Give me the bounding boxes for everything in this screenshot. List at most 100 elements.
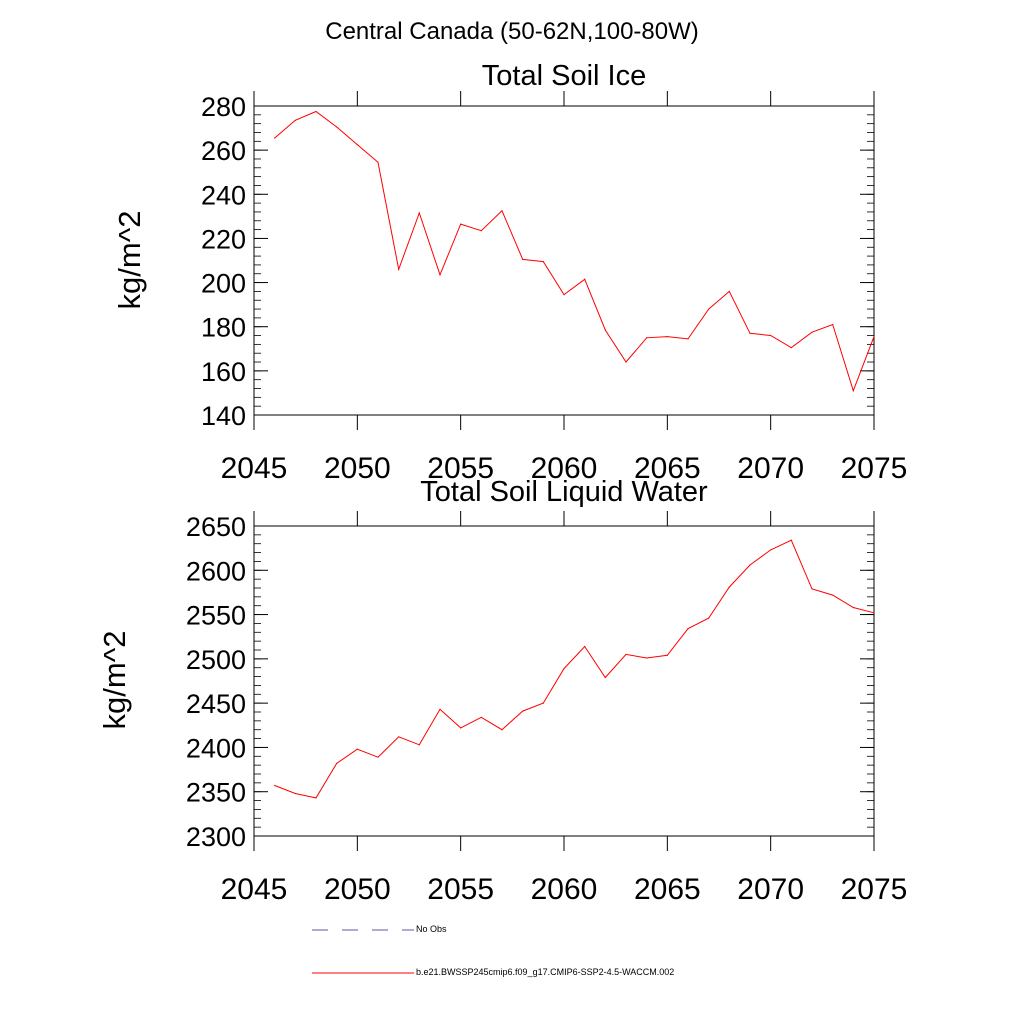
soil-ice-data-point xyxy=(336,126,338,128)
soil-liquid-water-data-point xyxy=(501,729,503,731)
soil-ice-data-point xyxy=(480,230,482,232)
soil-liquid-water-series-line xyxy=(274,539,875,799)
soil-liquid-water-data-point xyxy=(377,756,379,758)
soil-ice-data-point xyxy=(873,336,875,338)
soil-ice-xtick-label: 2075 xyxy=(841,452,908,485)
soil-ice-data-point xyxy=(563,294,565,296)
soil-liquid-water-data-point xyxy=(315,797,317,799)
soil-ice-data-point xyxy=(522,258,524,260)
soil-liquid-water-xtick-label: 2045 xyxy=(221,873,288,906)
soil-liquid-water-data-point xyxy=(356,748,358,750)
soil-liquid-water-data-point xyxy=(604,676,606,679)
panel-title-soil-liquid-water: Total Soil Liquid Water xyxy=(420,476,708,508)
soil-liquid-water-data-point xyxy=(728,586,730,588)
soil-ice-data-point xyxy=(625,361,627,363)
legend-label-no-obs: No Obs xyxy=(416,924,447,934)
soil-liquid-water-xtick-label: 2055 xyxy=(427,873,494,906)
soil-liquid-water-data-point xyxy=(852,606,854,609)
soil-liquid-water-data-point xyxy=(666,654,668,656)
soil-ice-data-point xyxy=(501,210,503,212)
soil-ice-data-point xyxy=(728,290,730,292)
soil-liquid-water-data-point xyxy=(439,708,441,710)
soil-liquid-water-data-point xyxy=(336,762,338,764)
soil-liquid-water-data-point xyxy=(398,736,400,738)
soil-ice-xtick-label: 2070 xyxy=(737,452,804,485)
legend-label-model: b.e21.BWSSP245cmip6.f09_g17.CMIP6-SSP2-4… xyxy=(416,967,675,977)
soil-liquid-water-ytick-label: 2400 xyxy=(186,733,246,763)
soil-ice-data-point xyxy=(377,161,379,163)
soil-ice-data-point xyxy=(811,331,813,333)
soil-liquid-water-data-point xyxy=(646,657,648,659)
soil-liquid-water-data-point xyxy=(563,668,565,670)
soil-liquid-water-data-point xyxy=(832,594,834,596)
soil-ice-ytick-label: 260 xyxy=(201,136,246,166)
soil-liquid-water-data-point xyxy=(460,727,462,729)
soil-liquid-water-data-point xyxy=(770,549,772,551)
soil-ice-data-point xyxy=(439,274,441,276)
soil-liquid-water-data-point xyxy=(749,564,751,566)
soil-ice-data-point xyxy=(398,268,400,270)
soil-liquid-water-data-point xyxy=(708,617,710,619)
soil-liquid-water-data-point xyxy=(522,710,524,712)
soil-liquid-water-data-point xyxy=(790,539,792,541)
soil-ice-series-line xyxy=(274,110,875,393)
soil-liquid-water-ytick-label: 2650 xyxy=(186,512,246,542)
soil-liquid-water-data-point xyxy=(811,588,813,590)
soil-ice-plot-frame xyxy=(253,105,875,416)
panel-title-soil-ice: Total Soil Ice xyxy=(481,60,647,92)
soil-ice-ytick-label: 220 xyxy=(201,224,246,254)
soil-ice-xtick-label: 2045 xyxy=(221,452,288,485)
soil-ice-ytick-label: 240 xyxy=(201,180,246,210)
soil-liquid-water-ytick-label: 2600 xyxy=(186,556,246,586)
soil-ice-ytick-label: 280 xyxy=(201,92,246,122)
soil-liquid-water-ytick-label: 2450 xyxy=(186,689,246,719)
soil-liquid-water-data-point xyxy=(625,653,627,656)
soil-liquid-water-ytick-label: 2300 xyxy=(186,822,246,852)
soil-ice-data-point xyxy=(790,347,792,349)
soil-liquid-water-ytick-label: 2350 xyxy=(186,778,246,808)
soil-liquid-water-data-point xyxy=(542,702,544,704)
soil-ice-data-point xyxy=(666,336,668,338)
soil-ice-ytick-label: 200 xyxy=(201,269,246,299)
soil-ice-data-point xyxy=(770,334,772,337)
soil-ice-data-point xyxy=(274,137,276,139)
soil-liquid-water-xtick-label: 2070 xyxy=(737,873,804,906)
soil-ice-xtick-label: 2050 xyxy=(324,452,391,485)
soil-liquid-water-data-point xyxy=(418,744,420,746)
soil-ice-data-point xyxy=(708,308,710,310)
soil-ice-data-point xyxy=(604,329,606,331)
soil-ice-data-point xyxy=(356,144,358,146)
soil-ice-ytick-label: 180 xyxy=(201,313,246,343)
soil-ice-data-point xyxy=(294,119,296,121)
soil-ice-ytick-label: 160 xyxy=(201,357,246,387)
soil-liquid-water-plot-frame xyxy=(253,525,875,837)
soil-ice-xtick-label: 2055 xyxy=(427,452,494,485)
soil-ice-data-point xyxy=(542,261,544,263)
soil-liquid-water-data-point xyxy=(687,628,689,630)
soil-liquid-water-data-point xyxy=(480,716,482,718)
soil-liquid-water-data-point xyxy=(873,612,875,614)
soil-liquid-water-data-point xyxy=(294,792,296,795)
soil-ice-data-point xyxy=(646,337,648,339)
soil-liquid-water-xtick-label: 2075 xyxy=(841,873,908,906)
soil-ice-data-point xyxy=(418,212,420,214)
soil-ice-ytick-label: 140 xyxy=(201,401,246,431)
soil-ice-data-point xyxy=(315,110,317,113)
soil-ice-xtick-label: 2060 xyxy=(531,452,598,485)
soil-ice-data-point xyxy=(584,278,586,280)
soil-ice-data-point xyxy=(832,323,834,326)
soil-liquid-water-xtick-label: 2060 xyxy=(531,873,598,906)
soil-liquid-water-xtick-label: 2050 xyxy=(324,873,391,906)
soil-ice-data-point xyxy=(687,338,689,340)
soil-ice-data-point xyxy=(460,223,462,225)
soil-ice-xtick-label: 2065 xyxy=(634,452,701,485)
soil-liquid-water-ytick-label: 2550 xyxy=(186,601,246,631)
soil-liquid-water-ytick-label: 2500 xyxy=(186,645,246,675)
main-title: Central Canada (50-62N,100-80W) xyxy=(325,18,699,45)
soil-liquid-water-data-point xyxy=(584,645,586,648)
soil-ice-data-point xyxy=(749,332,751,334)
soil-ice-data-point xyxy=(852,390,854,392)
soil-liquid-water-data-point xyxy=(274,784,276,787)
soil-liquid-water-xtick-label: 2065 xyxy=(634,873,701,906)
